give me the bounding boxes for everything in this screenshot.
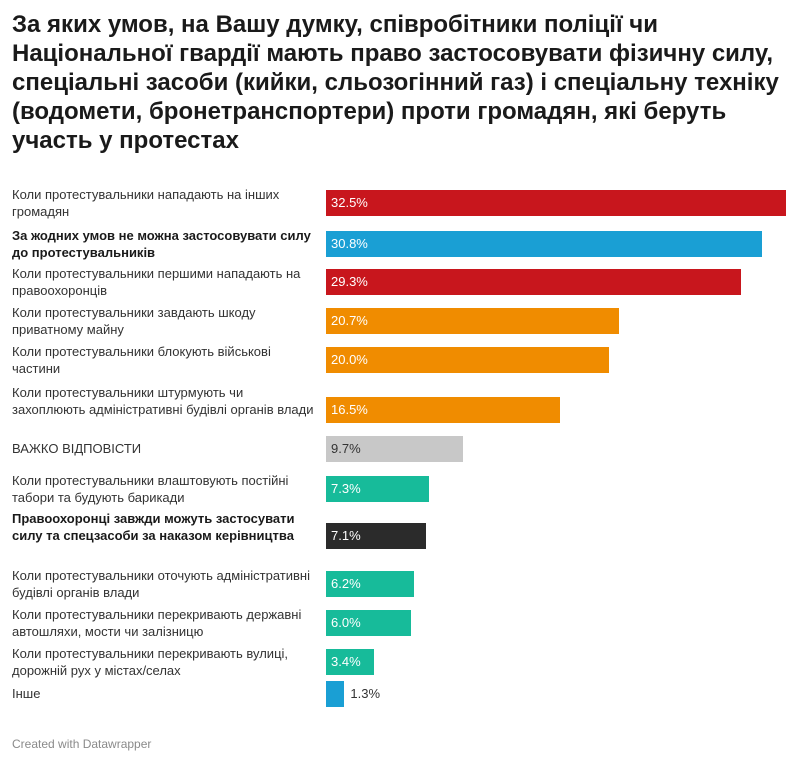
bar-value-label: 3.4%	[331, 654, 361, 669]
bar	[326, 649, 375, 675]
bar-value-label: 29.3%	[331, 274, 368, 289]
bar-category-label: Коли протестувальники перекривають держа…	[12, 607, 302, 639]
bar	[326, 231, 762, 257]
bar-value-label: 6.0%	[331, 615, 361, 630]
bar-value-label: 7.3%	[331, 481, 361, 496]
bar-category-label: Коли протестувальники перекривають вулиц…	[12, 646, 289, 678]
bar-category-label: За жодних умов не можна застосовувати си…	[12, 228, 311, 260]
bar-value-label: 16.5%	[331, 402, 368, 417]
bar	[326, 610, 411, 636]
bar-category-label: Коли протестувальники влаштовують постій…	[12, 473, 289, 505]
bar	[326, 308, 619, 334]
bar-value-label: 9.7%	[331, 441, 361, 456]
bar-value-label: 7.1%	[331, 528, 361, 543]
bar-category-label: Інше	[12, 686, 41, 701]
bar-value-label: 32.5%	[331, 195, 368, 210]
bar	[326, 190, 786, 216]
bar-category-label: Коли протестувальники першими нападають …	[12, 266, 301, 298]
bar-value-label: 30.8%	[331, 236, 368, 251]
bar	[326, 436, 464, 462]
bar-category-label: Коли протестувальники блокують військові…	[12, 344, 271, 376]
bar-category-label: Коли протестувальники оточують адміністр…	[12, 568, 310, 600]
bar-value-label: 6.2%	[331, 576, 361, 591]
bar	[326, 681, 345, 707]
datawrapper-credit[interactable]: Created with Datawrapper	[12, 737, 152, 751]
bar-category-label: ВАЖКО ВІДПОВІСТИ	[12, 441, 142, 456]
bar	[326, 347, 610, 373]
bar-value-label: 1.3%	[350, 686, 381, 701]
bar-value-label: 20.7%	[331, 313, 368, 328]
bar	[326, 523, 427, 549]
chart-title: За яких умов, на Вашу думку, співробітни…	[12, 11, 779, 154]
bar-category-label: Коли протестувальники завдають шкоду при…	[12, 305, 256, 337]
bar-category-label: Коли протестувальники нападають на інших…	[12, 187, 280, 219]
bar	[326, 571, 414, 597]
bar	[326, 397, 560, 423]
bar	[326, 269, 741, 295]
bar-category-label: Правоохоронці завжди можуть застосувати …	[12, 511, 295, 543]
bar	[326, 476, 430, 502]
bar-category-label: Коли протестувальники штурмують чи захоп…	[12, 385, 314, 417]
bar-value-label: 20.0%	[331, 352, 368, 367]
